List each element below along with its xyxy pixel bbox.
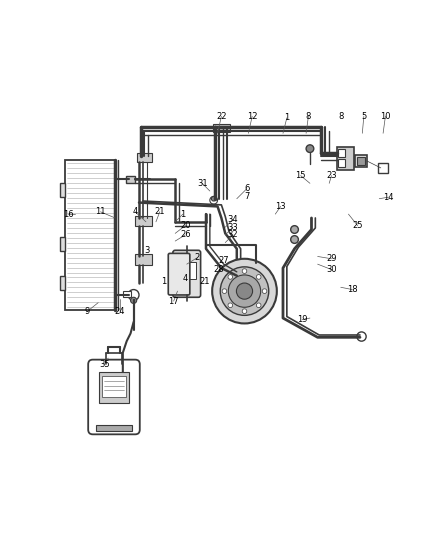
FancyBboxPatch shape xyxy=(173,251,201,297)
Text: 28: 28 xyxy=(214,265,224,274)
Bar xyxy=(65,160,115,310)
Bar xyxy=(177,262,196,279)
Text: 32: 32 xyxy=(228,230,238,239)
Circle shape xyxy=(262,289,267,294)
Bar xyxy=(135,216,152,227)
Text: 26: 26 xyxy=(180,230,191,239)
Text: 4: 4 xyxy=(133,207,138,216)
Text: 15: 15 xyxy=(296,171,306,180)
Bar xyxy=(126,175,135,183)
Text: 8: 8 xyxy=(338,112,343,121)
Circle shape xyxy=(256,274,261,279)
Circle shape xyxy=(228,274,233,279)
Text: 17: 17 xyxy=(168,297,179,305)
Bar xyxy=(339,149,345,157)
Text: 7: 7 xyxy=(244,192,250,201)
Text: 31: 31 xyxy=(197,179,208,188)
Text: 5: 5 xyxy=(361,112,367,121)
Text: 22: 22 xyxy=(216,112,226,121)
Text: 21: 21 xyxy=(199,277,210,286)
Text: 27: 27 xyxy=(219,256,229,265)
Circle shape xyxy=(242,309,247,313)
Text: 1: 1 xyxy=(161,277,166,286)
Text: 1: 1 xyxy=(180,209,186,219)
Bar xyxy=(355,155,367,167)
Bar xyxy=(60,237,65,251)
Text: 13: 13 xyxy=(276,202,286,211)
Circle shape xyxy=(228,303,233,308)
Circle shape xyxy=(242,269,247,273)
Circle shape xyxy=(220,267,269,316)
Circle shape xyxy=(210,196,218,204)
Circle shape xyxy=(291,225,298,233)
Bar xyxy=(378,163,389,173)
Circle shape xyxy=(212,196,216,201)
Text: 14: 14 xyxy=(383,192,394,201)
Text: 23: 23 xyxy=(326,171,337,180)
Text: 4: 4 xyxy=(183,273,188,282)
Text: 9: 9 xyxy=(84,308,89,317)
Text: 16: 16 xyxy=(63,209,74,219)
Text: 29: 29 xyxy=(326,254,337,263)
Text: 21: 21 xyxy=(155,207,165,216)
Circle shape xyxy=(131,297,137,303)
Text: 33: 33 xyxy=(228,223,238,232)
Text: 34: 34 xyxy=(228,215,238,224)
Text: 3: 3 xyxy=(144,246,149,255)
Circle shape xyxy=(128,289,139,301)
Text: 10: 10 xyxy=(380,112,391,121)
Text: 35: 35 xyxy=(99,360,110,369)
Bar xyxy=(60,276,65,289)
Bar xyxy=(357,157,364,165)
Text: 8: 8 xyxy=(306,112,311,121)
Bar xyxy=(123,291,131,297)
Text: 30: 30 xyxy=(326,265,337,274)
Text: 11: 11 xyxy=(95,207,106,216)
Circle shape xyxy=(306,145,314,152)
Bar xyxy=(337,147,354,170)
Circle shape xyxy=(237,283,253,299)
Text: 25: 25 xyxy=(353,221,363,230)
Bar xyxy=(339,159,345,167)
Bar xyxy=(99,372,129,403)
Text: 1: 1 xyxy=(284,114,290,123)
FancyBboxPatch shape xyxy=(88,360,140,434)
Text: 18: 18 xyxy=(347,285,357,294)
Text: 19: 19 xyxy=(297,315,307,324)
Bar xyxy=(213,124,230,132)
Text: 20: 20 xyxy=(180,221,191,230)
Text: 12: 12 xyxy=(247,112,258,121)
FancyBboxPatch shape xyxy=(168,253,190,295)
Text: 24: 24 xyxy=(114,308,125,317)
Text: 2: 2 xyxy=(194,254,199,262)
Bar xyxy=(135,254,152,265)
Bar xyxy=(96,425,132,431)
Bar xyxy=(137,152,152,161)
Circle shape xyxy=(222,289,227,294)
Circle shape xyxy=(256,303,261,308)
Text: 6: 6 xyxy=(244,184,250,193)
Circle shape xyxy=(212,259,277,324)
Bar xyxy=(60,183,65,197)
Circle shape xyxy=(291,236,298,244)
Bar xyxy=(102,376,126,398)
Circle shape xyxy=(228,275,261,308)
Circle shape xyxy=(357,332,366,341)
